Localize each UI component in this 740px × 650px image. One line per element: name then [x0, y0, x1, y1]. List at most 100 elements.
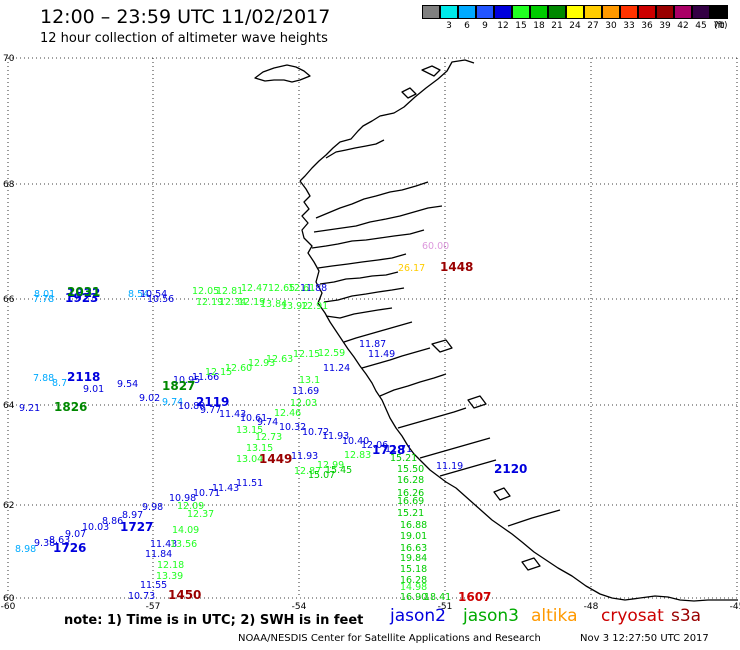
wave-height-label: 12.83: [344, 450, 371, 461]
scale-label: 45: [695, 21, 707, 31]
wave-height-label: 10.71: [193, 488, 220, 499]
pass-time-label: 2119: [196, 395, 229, 409]
wave-height-label: 12.61: [288, 283, 315, 294]
wave-height-label: 12.09: [177, 501, 204, 512]
wave-height-label: 8.98: [15, 544, 36, 555]
scale-label: 24: [569, 21, 581, 31]
pass-time-label: 1922: [67, 286, 100, 300]
wave-height-label: 9.21: [19, 403, 40, 414]
coastline-segment: [361, 347, 431, 369]
scale-unit: (ft): [714, 21, 728, 31]
coastline-segment: [343, 321, 413, 343]
wave-height-label: 18.41: [424, 592, 451, 603]
scale-swatch: [512, 5, 530, 19]
wave-height-label: 60.00: [422, 241, 449, 252]
scale-swatch: [692, 5, 710, 19]
coastline-segment: [379, 373, 447, 397]
wave-height-label: 10.95: [173, 375, 200, 386]
wave-height-label: 16.69: [397, 496, 424, 507]
wave-height-label: 11.69: [292, 386, 319, 397]
wave-height-label: 12.73: [255, 432, 282, 443]
wave-height-label: 11.66: [192, 372, 219, 383]
wave-height-label: 8.63: [49, 535, 70, 546]
scale-label: 3: [446, 21, 452, 31]
wave-height-label: 7.78: [33, 294, 54, 305]
pass-time-label: 1449: [259, 452, 292, 466]
scale-swatch: [422, 5, 440, 19]
scale-label: 18: [533, 21, 545, 31]
wave-height-label: 13.04: [236, 454, 263, 465]
pass-time-label: 1826: [54, 400, 87, 414]
wave-height-label: 11.43: [219, 409, 246, 420]
scale-swatch: [458, 5, 476, 19]
legend-altika: altika: [531, 606, 578, 626]
wave-height-label: 9.02: [139, 393, 160, 404]
coastline-segment: [254, 64, 311, 83]
coastline-segment: [419, 437, 491, 459]
wave-height-label: 10.56: [147, 294, 174, 305]
wave-height-label: 13.39: [156, 571, 183, 582]
wave-height-label: 13.1: [299, 375, 320, 386]
longitude-label: -57: [146, 602, 161, 612]
coastline-segment: [325, 307, 393, 319]
pass-time-label: 2120: [494, 462, 527, 476]
lat-lon-grid: 70 68 66 64 62 60-60 -57 -54 -51 -48 -45: [1, 54, 740, 612]
wave-height-label: 12.34: [219, 297, 246, 308]
coastline-segment: [521, 557, 541, 571]
wave-height-label: 9.38: [34, 538, 55, 549]
scale-label: 6: [464, 21, 470, 31]
wave-height-label: 12.06: [361, 440, 388, 451]
coastline: [254, 59, 738, 602]
latitude-label: 62: [3, 501, 14, 511]
wave-height-label: 11.49: [368, 349, 395, 360]
wave-height-label: 12.60: [225, 363, 252, 374]
wave-height-label: 12.05: [192, 286, 219, 297]
longitude-label: -51: [438, 602, 453, 612]
scale-label: 42: [677, 21, 689, 31]
coastline-segment: [311, 229, 425, 249]
page-title: 12:00 – 23:59 UTC 11/02/2017: [40, 6, 331, 28]
coastline-segment: [315, 181, 429, 219]
wave-height-label: 11.84: [145, 549, 172, 560]
coastline-segment: [317, 253, 407, 269]
wave-height-label: 10.32: [279, 422, 306, 433]
wave-height-label: 9.54: [117, 379, 138, 390]
latitude-label: 68: [3, 180, 15, 190]
latitude-label: 60: [3, 594, 15, 604]
wave-height-label: 10.40: [342, 436, 369, 447]
wave-height-label: 10.03: [82, 522, 109, 533]
wave-height-label: 12.99: [317, 460, 344, 471]
wave-height-label: 8.97: [122, 510, 143, 521]
wave-height-label: 9.07: [65, 529, 86, 540]
scale-swatch: [638, 5, 656, 19]
wave-height-label: 9.74: [162, 397, 183, 408]
wave-height-label: 12.91: [301, 301, 328, 312]
generation-timestamp: Nov 3 12:27:50 UTC 2017: [580, 633, 709, 644]
wave-height-label: 16.28: [400, 575, 427, 586]
scale-label: 39: [659, 21, 671, 31]
wave-height-label: 16.63: [400, 543, 427, 554]
wave-height-label: 12.18: [157, 560, 184, 571]
scale-swatch: [530, 5, 548, 19]
wave-height-label: 8.54: [128, 289, 149, 300]
wave-height-label: 11.24: [323, 363, 350, 374]
wave-height-label: 16.26: [397, 488, 424, 499]
coastline-segment: [431, 339, 453, 353]
wave-height-label: 26.17: [398, 263, 425, 274]
wave-height-label: 11.43: [212, 483, 239, 494]
wave-height-label: 13.84: [260, 299, 287, 310]
legend-jason3: jason3: [463, 606, 519, 626]
latitude-label: 70: [3, 54, 15, 64]
wave-height-label: 13.15: [246, 443, 273, 454]
wave-height-label: 12.37: [187, 509, 214, 520]
coastline-segment: [319, 271, 399, 285]
scale-label: 21: [551, 21, 563, 31]
longitude-label: -48: [584, 602, 599, 612]
wave-height-label: 16.88: [400, 520, 427, 531]
wave-height-label: 19.01: [400, 531, 427, 542]
wave-height-label: 9.01: [83, 384, 104, 395]
wave-height-label: 8.7: [52, 378, 67, 389]
coastline-segment: [493, 487, 511, 501]
scale-swatch: [710, 5, 728, 19]
wave-height-label: 12.65: [268, 283, 295, 294]
